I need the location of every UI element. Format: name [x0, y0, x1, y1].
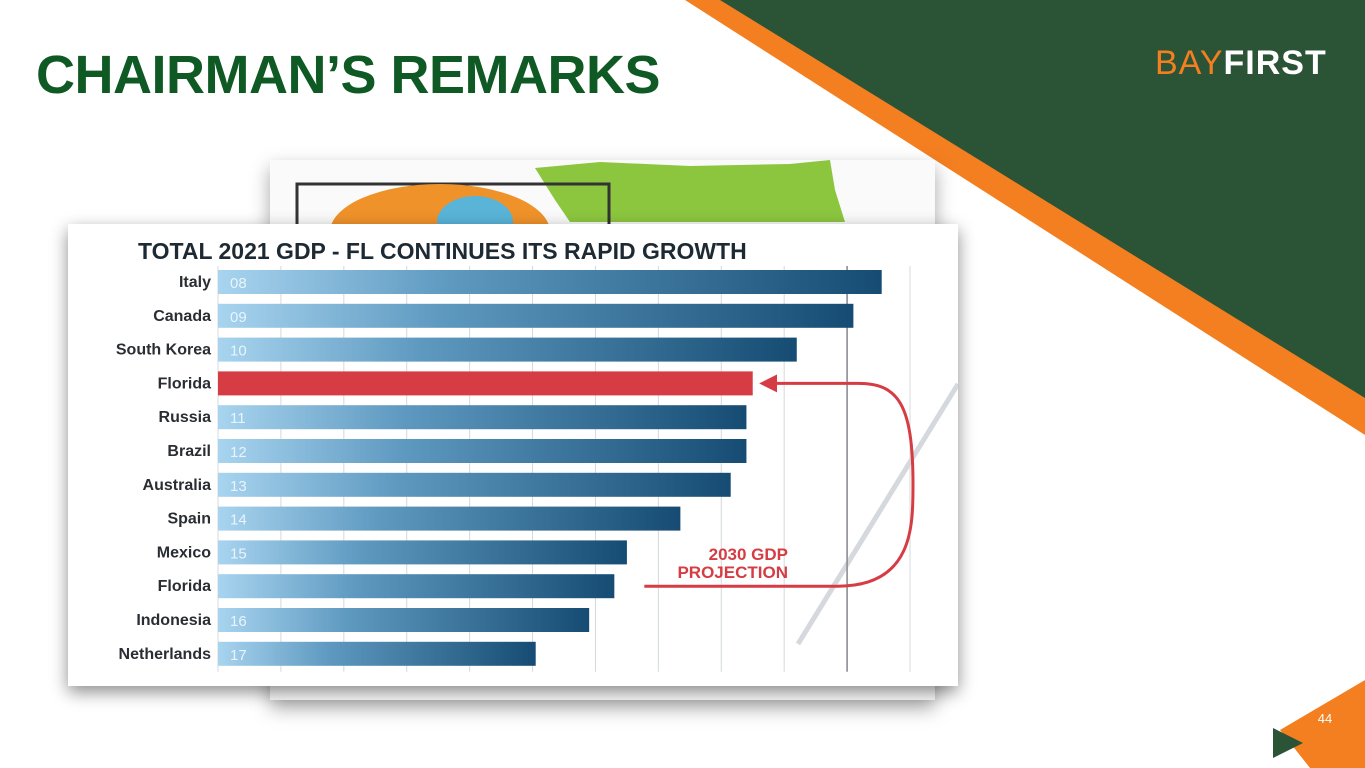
bar-highlight [218, 371, 753, 396]
bayfirst-logo: BAYFIRST [1155, 44, 1327, 82]
category-label: Florida [158, 375, 211, 392]
rank-label: 11 [230, 410, 246, 427]
category-label: Spain [167, 511, 211, 528]
category-label: Mexico [157, 544, 211, 561]
gdp-chart-svg: TOTAL 2021 GDP - FL CONTINUES ITS RAPID … [116, 238, 958, 672]
rank-label: 16 [230, 613, 247, 630]
chart-title: TOTAL 2021 GDP - FL CONTINUES ITS RAPID … [138, 238, 747, 264]
play-arrow-icon [1273, 728, 1303, 758]
bar [218, 472, 731, 497]
chart-bars: Italy 08 Canada 09 South Korea 10 Florida Russi… [116, 270, 882, 666]
rank-label: 08 [230, 275, 247, 292]
annotation-line-2: PROJECTION [677, 563, 788, 582]
category-label: Canada [153, 308, 211, 325]
bar [218, 303, 854, 328]
category-label: Netherlands [119, 646, 212, 663]
projection-annotation: 2030 GDP PROJECTION [644, 374, 915, 588]
rank-label: 09 [230, 309, 247, 326]
projection-arrow [644, 374, 915, 588]
category-label: Russia [159, 409, 212, 426]
category-label: Australia [143, 477, 212, 494]
page-number: 44 [1317, 711, 1333, 726]
category-label: Brazil [167, 443, 211, 460]
category-label: Indonesia [136, 612, 211, 629]
annotation-line-1: 2030 GDP [709, 545, 788, 564]
bar [218, 337, 797, 362]
bar [218, 574, 615, 599]
rank-label: 17 [230, 647, 247, 664]
bar [218, 405, 747, 430]
bar [218, 540, 627, 565]
rank-label: 12 [230, 444, 247, 461]
bottom-right-orange-triangle [1280, 680, 1365, 768]
bar [218, 506, 681, 531]
bar [218, 641, 536, 666]
bar [218, 439, 747, 463]
category-label: South Korea [116, 342, 211, 359]
bar [218, 608, 590, 632]
category-label: Italy [179, 274, 211, 291]
rank-label: 15 [230, 545, 247, 562]
bar [218, 270, 882, 294]
rank-label: 13 [230, 478, 247, 495]
rank-label: 10 [230, 343, 247, 360]
gdp-chart: TOTAL 2021 GDP - FL CONTINUES ITS RAPID … [68, 224, 958, 686]
rank-label: 14 [230, 512, 247, 529]
category-label: Florida [158, 578, 211, 595]
diagonal-glare-line [795, 382, 958, 646]
slide-title: CHAIRMAN’S REMARKS [36, 45, 661, 105]
top-right-green-panel [720, 0, 1365, 398]
chart-grid [217, 266, 911, 672]
